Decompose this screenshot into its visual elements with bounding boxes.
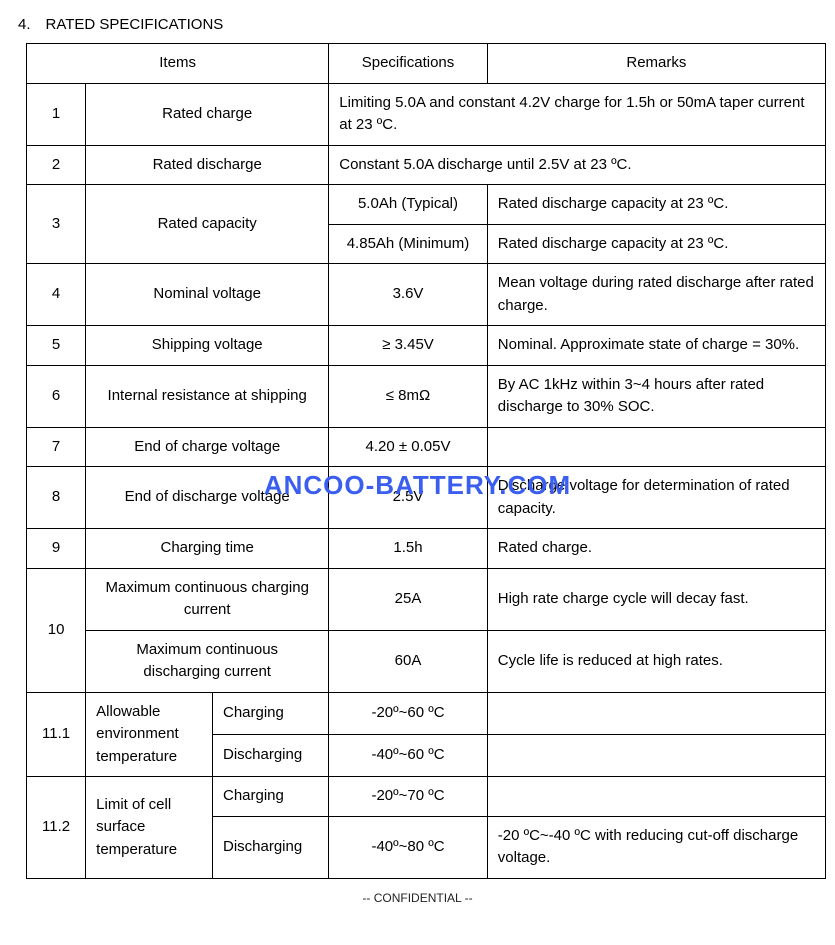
table-row: 9 Charging time 1.5h Rated charge. xyxy=(27,529,826,569)
row-item: Maximum continuous charging current xyxy=(86,568,329,630)
row-num: 9 xyxy=(27,529,86,569)
row-merged: Constant 5.0A discharge until 2.5V at 23… xyxy=(329,145,826,185)
row-spec: 3.6V xyxy=(329,264,488,326)
row-spec: 4.85Ah (Minimum) xyxy=(329,224,488,264)
row-spec: 1.5h xyxy=(329,529,488,569)
section-title: 4. RATED SPECIFICATIONS xyxy=(18,16,823,33)
row-remark xyxy=(487,777,825,817)
row-spec: 25A xyxy=(329,568,488,630)
header-spec: Specifications xyxy=(329,44,488,84)
table-row: 3 Rated capacity 5.0Ah (Typical) Rated d… xyxy=(27,185,826,225)
row-group: Limit of cell surface temperature xyxy=(86,777,213,879)
row-num: 2 xyxy=(27,145,86,185)
table-row: 2 Rated discharge Constant 5.0A discharg… xyxy=(27,145,826,185)
footer-confidential: -- CONFIDENTIAL -- xyxy=(12,891,823,905)
spec-table: Items Specifications Remarks 1 Rated cha… xyxy=(26,43,826,879)
row-item: Shipping voltage xyxy=(86,326,329,366)
row-num: 1 xyxy=(27,83,86,145)
row-spec: ≤ 8mΩ xyxy=(329,365,488,427)
row-num: 7 xyxy=(27,427,86,467)
row-item: End of charge voltage xyxy=(86,427,329,467)
row-spec: -20º~60 ºC xyxy=(329,692,488,734)
header-remarks: Remarks xyxy=(487,44,825,84)
table-row: 11.2 Limit of cell surface temperature C… xyxy=(27,777,826,817)
row-subitem: Charging xyxy=(212,692,328,734)
row-item: Rated capacity xyxy=(86,185,329,264)
header-items: Items xyxy=(27,44,329,84)
row-remark: Rated discharge capacity at 23 ºC. xyxy=(487,185,825,225)
row-remark: Cycle life is reduced at high rates. xyxy=(487,630,825,692)
row-remark xyxy=(487,734,825,776)
row-remark: Mean voltage during rated discharge afte… xyxy=(487,264,825,326)
row-spec: 2.5V xyxy=(329,467,488,529)
row-spec: -40º~60 ºC xyxy=(329,734,488,776)
row-num: 4 xyxy=(27,264,86,326)
row-spec: 5.0Ah (Typical) xyxy=(329,185,488,225)
row-remark: Discharge voltage for determination of r… xyxy=(487,467,825,529)
row-remark: Rated charge. xyxy=(487,529,825,569)
table-row: 1 Rated charge Limiting 5.0A and constan… xyxy=(27,83,826,145)
row-spec: -40º~80 ºC xyxy=(329,816,488,878)
row-spec: ≥ 3.45V xyxy=(329,326,488,366)
row-num: 11.2 xyxy=(27,777,86,879)
row-spec: 4.20 ± 0.05V xyxy=(329,427,488,467)
row-remark: High rate charge cycle will decay fast. xyxy=(487,568,825,630)
table-row: 6 Internal resistance at shipping ≤ 8mΩ … xyxy=(27,365,826,427)
row-item: Nominal voltage xyxy=(86,264,329,326)
row-subitem: Discharging xyxy=(212,734,328,776)
row-num: 3 xyxy=(27,185,86,264)
row-num: 6 xyxy=(27,365,86,427)
row-spec: -20º~70 ºC xyxy=(329,777,488,817)
row-merged: Limiting 5.0A and constant 4.2V charge f… xyxy=(329,83,826,145)
row-spec: 60A xyxy=(329,630,488,692)
row-item: Rated discharge xyxy=(86,145,329,185)
row-subitem: Discharging xyxy=(212,816,328,878)
table-row: 7 End of charge voltage 4.20 ± 0.05V xyxy=(27,427,826,467)
row-item: Charging time xyxy=(86,529,329,569)
table-row: 10 Maximum continuous charging current 2… xyxy=(27,568,826,630)
row-remark xyxy=(487,692,825,734)
row-item: Maximum continuous discharging current xyxy=(86,630,329,692)
table-row: 5 Shipping voltage ≥ 3.45V Nominal. Appr… xyxy=(27,326,826,366)
row-num: 8 xyxy=(27,467,86,529)
row-remark: Rated discharge capacity at 23 ºC. xyxy=(487,224,825,264)
table-row: 11.1 Allowable environment temperature C… xyxy=(27,692,826,734)
row-num: 11.1 xyxy=(27,692,86,777)
table-row: 4 Nominal voltage 3.6V Mean voltage duri… xyxy=(27,264,826,326)
row-remark: -20 ºC~-40 ºC with reducing cut-off disc… xyxy=(487,816,825,878)
row-item: Internal resistance at shipping xyxy=(86,365,329,427)
row-item: Rated charge xyxy=(86,83,329,145)
table-row: 8 End of discharge voltage 2.5V Discharg… xyxy=(27,467,826,529)
row-remark: Nominal. Approximate state of charge = 3… xyxy=(487,326,825,366)
row-num: 10 xyxy=(27,568,86,692)
row-item: End of discharge voltage xyxy=(86,467,329,529)
row-num: 5 xyxy=(27,326,86,366)
table-header-row: Items Specifications Remarks xyxy=(27,44,826,84)
table-row: Maximum continuous discharging current 6… xyxy=(27,630,826,692)
row-remark: By AC 1kHz within 3~4 hours after rated … xyxy=(487,365,825,427)
row-remark xyxy=(487,427,825,467)
row-subitem: Charging xyxy=(212,777,328,817)
row-group: Allowable environment temperature xyxy=(86,692,213,777)
